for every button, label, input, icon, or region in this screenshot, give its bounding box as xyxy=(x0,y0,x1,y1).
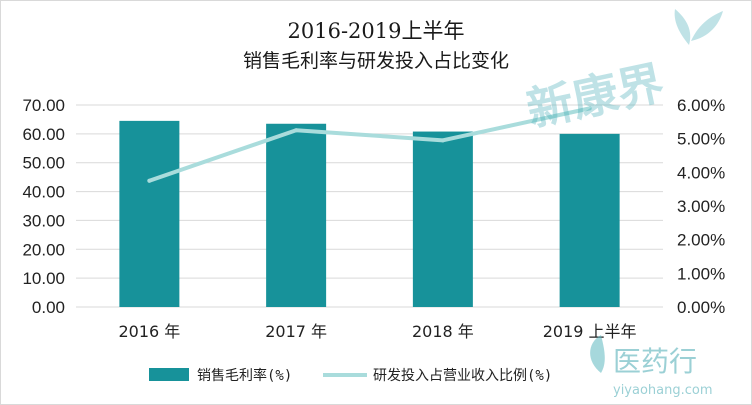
left-axis-ticks: 0.00 10.00 20.00 30.00 40.00 50.00 60.00 70.00 xyxy=(22,96,65,317)
right-axis-tick-label: 6.00% xyxy=(677,96,725,115)
legend-swatch-bar xyxy=(149,368,189,381)
right-axis-tick-label: 4.00% xyxy=(677,163,725,182)
category-label: 2017 年 xyxy=(265,322,327,341)
category-labels: 2016 年 2017 年 2018 年 2019 上半年 xyxy=(118,322,636,341)
leaf-icon xyxy=(590,335,605,373)
line-series xyxy=(147,106,592,183)
logo-text: 医药行 xyxy=(613,345,697,378)
right-axis-tick-label: 3.00% xyxy=(677,197,725,216)
line-point-3 xyxy=(440,138,445,143)
bar-1 xyxy=(119,120,180,307)
leaf-icon xyxy=(674,9,691,45)
right-axis-ticks: 0.00% 1.00% 2.00% 3.00% 4.00% 5.00% 6.00% xyxy=(677,96,725,317)
category-label: 2016 年 xyxy=(118,322,180,341)
line-point-2 xyxy=(294,128,299,133)
bar-2 xyxy=(266,123,327,307)
left-axis-tick-label: 10.00 xyxy=(22,269,65,288)
left-axis-tick-label: 70.00 xyxy=(22,96,65,115)
left-axis-tick-label: 0.00 xyxy=(32,298,65,317)
bar-series xyxy=(119,120,620,307)
legend-label-bar: 销售毛利率(%) xyxy=(197,367,292,384)
left-axis-tick-label: 20.00 xyxy=(22,240,65,259)
left-axis-tick-label: 60.00 xyxy=(22,125,65,144)
left-axis-tick-label: 50.00 xyxy=(22,154,65,173)
left-axis-tick-label: 40.00 xyxy=(22,183,65,202)
right-axis-tick-label: 5.00% xyxy=(677,130,725,149)
category-label: 2018 年 xyxy=(412,322,474,341)
line-series-path xyxy=(147,106,592,183)
logo-url: yiyaohang.com xyxy=(613,383,713,398)
right-axis-tick-label: 2.00% xyxy=(677,231,725,250)
right-axis-tick-label: 1.00% xyxy=(677,264,725,283)
logo-watermark-top: 新康界 xyxy=(522,9,723,137)
logo-watermark-bottom: 医药行 yiyaohang.com xyxy=(590,335,713,398)
left-axis-tick-label: 30.00 xyxy=(22,211,65,230)
line-point-4 xyxy=(587,106,592,111)
right-axis-tick-label: 0.00% xyxy=(677,298,725,317)
category-label: 2019 上半年 xyxy=(543,322,637,341)
legend-label-line: 研发投入占营业收入比例(%) xyxy=(373,368,552,384)
bar-4 xyxy=(559,133,620,307)
logo-text: 新康界 xyxy=(522,55,668,137)
leaf-icon xyxy=(691,11,723,41)
bar-3 xyxy=(412,131,473,307)
chart-title-line1: 2016-2019上半年 xyxy=(288,19,465,43)
line-point-1 xyxy=(147,178,152,183)
chart-title-line2: 销售毛利率与研发投入占比变化 xyxy=(243,50,509,72)
